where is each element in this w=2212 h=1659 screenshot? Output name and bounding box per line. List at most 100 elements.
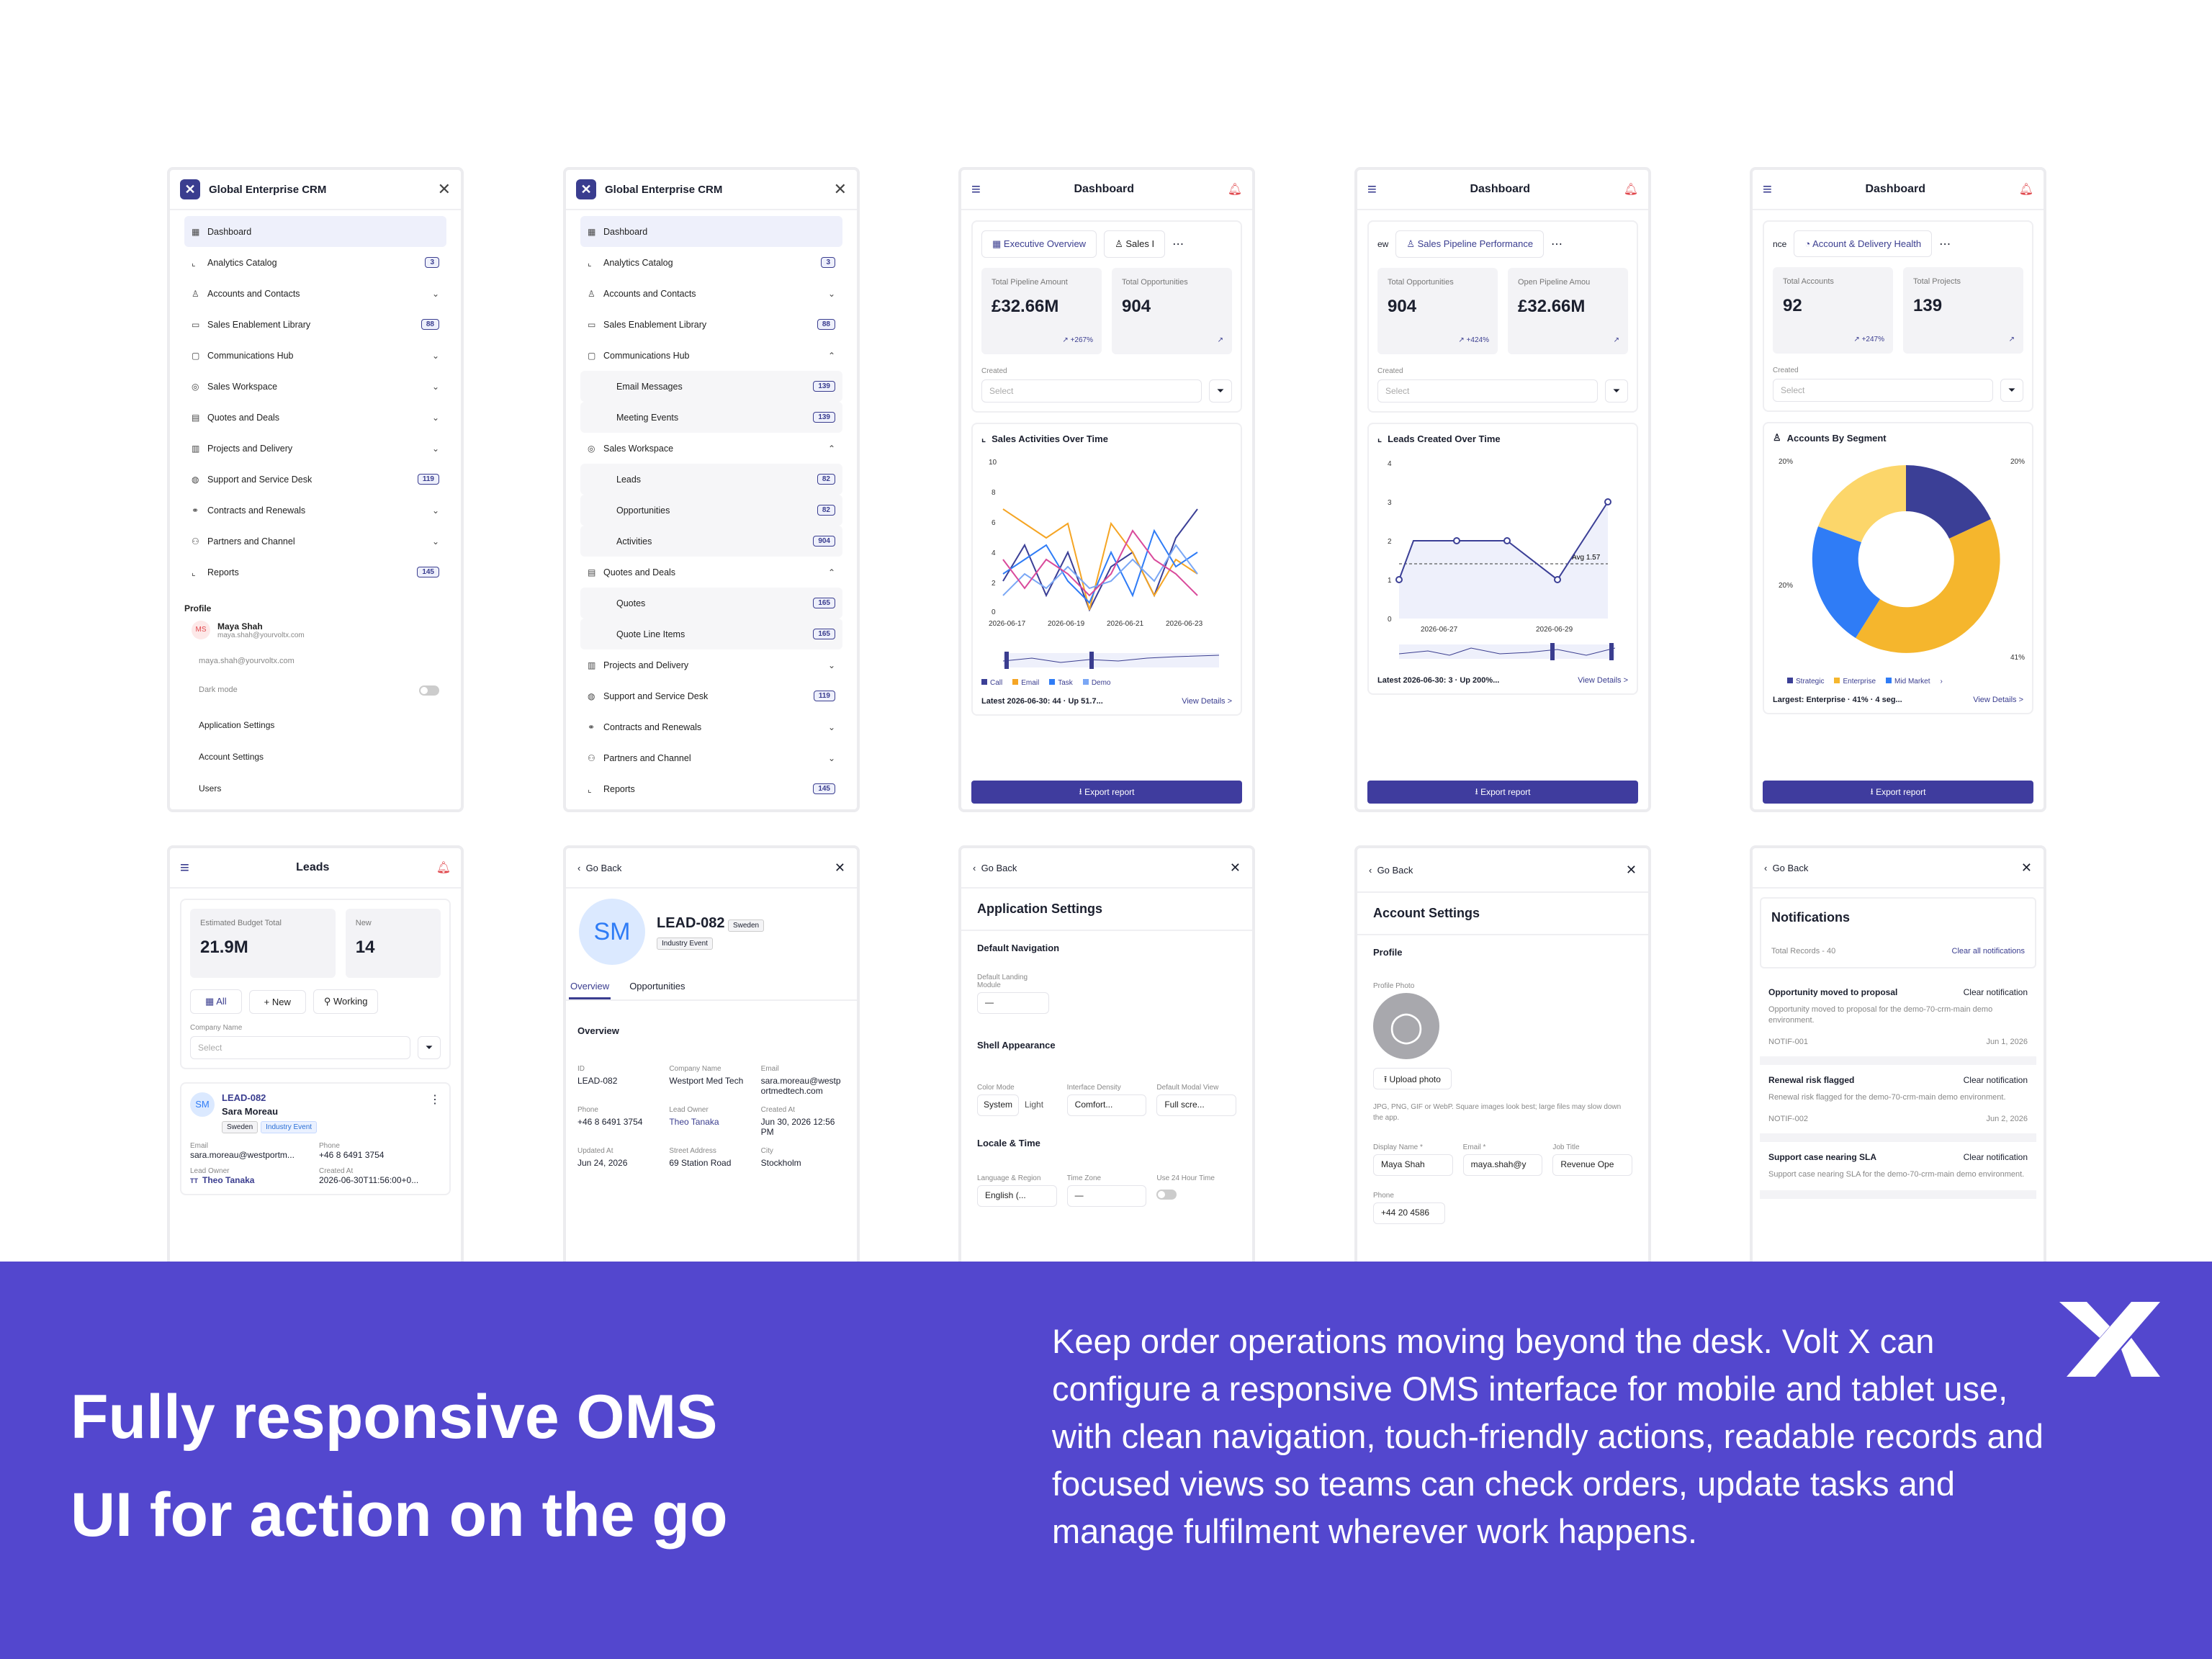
tab-previous[interactable]: ew [1377, 239, 1389, 249]
nav-item-sales-workspace[interactable]: ◎ Sales Workspace ⌃ [588, 443, 835, 454]
nav-item-dashboard[interactable]: ▦ Dashboard [184, 216, 446, 247]
close-icon[interactable]: ✕ [1229, 860, 1241, 875]
nav-item-dashboard[interactable]: ▦ Dashboard [580, 216, 842, 247]
menu-icon[interactable]: ≡ [1763, 180, 1772, 198]
filter-icon[interactable]: ⏷ [418, 1036, 441, 1059]
owner-link[interactable]: Theo Tanaka [669, 1117, 719, 1127]
users-link[interactable]: Users [199, 783, 222, 793]
nav-item-accounts[interactable]: ♙ Accounts and Contacts ⌄ [588, 288, 835, 299]
job-title-field[interactable]: Revenue Ope [1552, 1154, 1633, 1176]
nav-item-contracts[interactable]: ⚭ Contracts and Renewals ⌄ [588, 721, 835, 732]
more-vertical-icon[interactable]: ⋮ [429, 1094, 441, 1106]
export-report-button[interactable]: ⭳ Export report [1367, 781, 1638, 804]
nav-sub-quotes[interactable]: Quotes 165 [580, 588, 842, 619]
nav-item-reports[interactable]: ⌞ Reports 145 [184, 557, 446, 588]
view-details-link[interactable]: View Details > [1182, 697, 1232, 706]
clear-all-link[interactable]: Clear all notifications [1951, 947, 2026, 956]
nav-item-analytics[interactable]: ⌞ Analytics Catalog 3 [580, 247, 842, 278]
lead-id-link[interactable]: LEAD-082 [222, 1092, 266, 1103]
density-select[interactable]: Comfort... [1066, 1094, 1147, 1116]
modal-view-select[interactable]: Full scre... [1156, 1094, 1237, 1116]
tab-sales[interactable]: ♙ Sales I [1104, 230, 1166, 258]
created-select[interactable]: Select [981, 379, 1202, 403]
nav-sub-activities[interactable]: Activities 904 [580, 526, 842, 557]
nav-item-communications[interactable]: ▢ Communications Hub ⌃ [588, 350, 835, 361]
go-back-button[interactable]: ‹ Go Back [1764, 862, 1809, 873]
nav-item-communications[interactable]: ▢ Communications Hub ⌄ [192, 350, 439, 361]
nav-item-partners[interactable]: ⚇ Partners and Channel ⌄ [192, 536, 439, 547]
tab-executive-overview[interactable]: ▦ Executive Overview [981, 230, 1097, 258]
clear-notification-button[interactable]: Clear notification [1963, 1075, 2028, 1085]
filter-icon[interactable]: ⏷ [1605, 379, 1628, 403]
view-details-link[interactable]: View Details > [1578, 676, 1628, 685]
view-details-link[interactable]: View Details > [1973, 696, 2023, 704]
clear-notification-button[interactable]: Clear notification [1963, 1152, 2028, 1162]
filter-icon[interactable]: ⏷ [1209, 379, 1232, 403]
range-slider[interactable] [1002, 649, 1220, 671]
tab-sales-pipeline[interactable]: ♙ Sales Pipeline Performance [1395, 230, 1545, 258]
nav-item-analytics[interactable]: ⌞ Analytics Catalog 3 [184, 247, 446, 278]
tab-account-health[interactable]: ◔ Account & Delivery Health [1794, 230, 1933, 257]
bell-icon[interactable]: 🔔︎ [1623, 184, 1638, 196]
nav-item-sales-workspace[interactable]: ◎ Sales Workspace ⌄ [192, 381, 439, 392]
nav-item-contracts[interactable]: ⚭ Contracts and Renewals ⌄ [192, 505, 439, 516]
more-icon[interactable]: ⋯ [1551, 238, 1563, 251]
menu-icon[interactable]: ≡ [180, 858, 189, 876]
nav-item-sales-enablement[interactable]: ▭ Sales Enablement Library 88 [184, 309, 446, 340]
close-icon[interactable]: ✕ [1625, 862, 1637, 877]
nav-item-projects[interactable]: ▥ Projects and Delivery ⌄ [192, 443, 439, 454]
menu-icon[interactable]: ≡ [971, 180, 981, 198]
close-icon[interactable]: ✕ [2020, 860, 2032, 875]
tab-working[interactable]: ⚲ Working [313, 989, 379, 1014]
nav-item-quotes[interactable]: ▤ Quotes and Deals ⌃ [588, 567, 835, 577]
landing-module-select[interactable]: — [977, 992, 1049, 1014]
lead-card[interactable]: SM LEAD-082 Sara Moreau Sweden Industry E… [180, 1082, 451, 1195]
clear-notification-button[interactable]: Clear notification [1963, 987, 2028, 997]
menu-icon[interactable]: ≡ [1367, 180, 1377, 198]
close-icon[interactable]: ✕ [833, 180, 847, 198]
nav-sub-leads[interactable]: Leads 82 [580, 464, 842, 495]
filter-icon[interactable]: ⏷ [2000, 379, 2023, 402]
go-back-button[interactable]: ‹ Go Back [1369, 864, 1413, 876]
close-icon[interactable]: ✕ [834, 860, 845, 875]
tab-opportunities[interactable]: Opportunities [629, 981, 685, 992]
close-icon[interactable]: ✕ [437, 180, 451, 198]
nav-sub-meeting[interactable]: Meeting Events 139 [580, 402, 842, 433]
more-icon[interactable]: ⋯ [1172, 238, 1184, 251]
nav-item-reports[interactable]: ⌞ Reports 145 [580, 773, 842, 804]
nav-sub-opportunities[interactable]: Opportunities 82 [580, 495, 842, 526]
bell-icon[interactable]: 🔔︎ [1227, 184, 1242, 196]
tab-previous[interactable]: nce [1773, 238, 1787, 249]
light-option[interactable]: Light [1025, 1100, 1044, 1110]
nav-item-support[interactable]: ◍ Support and Service Desk 119 [184, 464, 446, 495]
more-icon[interactable]: ⋯ [1939, 238, 1951, 251]
company-select[interactable]: Select [190, 1036, 410, 1059]
created-select[interactable]: Select [1377, 379, 1598, 403]
nav-item-projects[interactable]: ▥ Projects and Delivery ⌄ [588, 660, 835, 670]
nav-sub-email[interactable]: Email Messages 139 [580, 371, 842, 402]
dark-mode-toggle[interactable] [419, 685, 439, 696]
24-hour-toggle[interactable] [1156, 1189, 1177, 1200]
nav-item-accounts[interactable]: ♙ Accounts and Contacts ⌄ [192, 288, 439, 299]
nav-item-support[interactable]: ◍ Support and Service Desk 119 [580, 680, 842, 711]
lead-owner[interactable]: TT Theo Tanaka [190, 1175, 255, 1185]
bell-icon[interactable]: 🔔︎ [436, 862, 451, 874]
export-report-button[interactable]: ⭳ Export report [1763, 781, 2033, 804]
tab-all[interactable]: ▦ All [190, 989, 242, 1014]
export-report-button[interactable]: ⭳ Export report [971, 781, 1242, 804]
app-settings-link[interactable]: Application Settings [199, 720, 275, 730]
phone-field[interactable]: +44 20 4586 [1373, 1202, 1445, 1224]
chevron-right-icon[interactable]: › [1940, 678, 1943, 685]
go-back-button[interactable]: ‹ Go Back [973, 862, 1017, 873]
range-slider[interactable] [1398, 641, 1616, 662]
upload-photo-button[interactable]: ⭱ Upload photo [1373, 1068, 1452, 1089]
system-option[interactable]: System [977, 1094, 1020, 1116]
nav-item-sales-enablement[interactable]: ▭ Sales Enablement Library 88 [580, 309, 842, 340]
nav-sub-quote-line-items[interactable]: Quote Line Items 165 [580, 619, 842, 649]
tab-overview[interactable]: Overview [569, 975, 611, 999]
tab-new[interactable]: + New [248, 989, 306, 1014]
display-name-field[interactable]: Maya Shah [1373, 1154, 1453, 1176]
language-select[interactable]: English (... [977, 1185, 1057, 1207]
email-field[interactable]: maya.shah@y [1462, 1154, 1543, 1176]
account-settings-link[interactable]: Account Settings [199, 752, 264, 762]
